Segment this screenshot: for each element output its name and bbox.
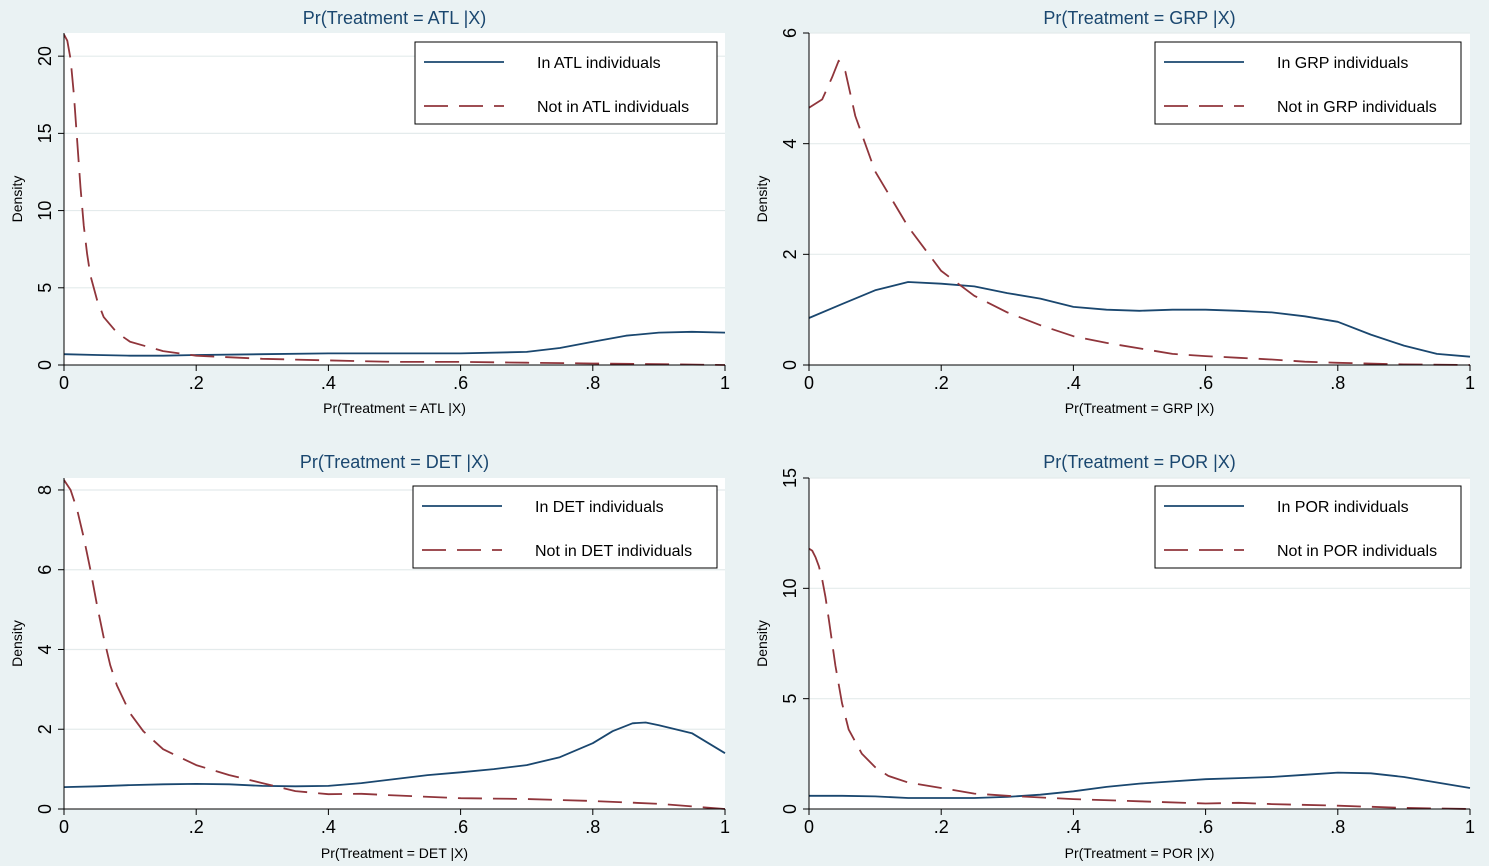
legend: In POR individuals Not in POR individuals [1154, 485, 1462, 569]
y-axis-title: Density [754, 620, 770, 667]
x-axis-title: Pr(Treatment = GRP |X) [1065, 400, 1215, 416]
series-line-untreated [808, 547, 1471, 810]
x-tick-label: .4 [1066, 373, 1081, 393]
y-tick-label: 8 [35, 485, 55, 495]
legend-box [1154, 41, 1462, 125]
x-tick-label: 1 [720, 817, 730, 837]
chart-title: Pr(Treatment = ATL |X) [303, 8, 487, 28]
y-axis-title: Density [9, 620, 25, 667]
x-tick-label: .2 [934, 817, 949, 837]
y-axis-title: Density [9, 176, 25, 223]
x-tick-label: .2 [189, 373, 204, 393]
legend-label: In DET individuals [535, 499, 664, 516]
legend-label: In POR individuals [1277, 499, 1409, 516]
x-axis-title: Pr(Treatment = POR |X) [1065, 845, 1215, 861]
x-tick-label: .2 [189, 817, 204, 837]
x-tick-label: .4 [321, 373, 336, 393]
series-line-treated [808, 281, 1471, 358]
series-line-treated [63, 721, 726, 788]
x-tick-label: .8 [1330, 817, 1345, 837]
legend-label: Not in ATL individuals [537, 99, 689, 116]
legend: In GRP individuals Not in GRP individuals [1154, 41, 1462, 125]
x-tick-label: 0 [59, 817, 69, 837]
legend: In DET individuals Not in DET individuals [412, 485, 718, 569]
y-tick-label: 0 [780, 804, 800, 814]
series-line-untreated [63, 479, 726, 810]
y-tick-label: 2 [35, 724, 55, 734]
y-tick-label: 15 [780, 468, 800, 488]
legend-box [414, 41, 718, 125]
x-tick-label: .6 [453, 817, 468, 837]
legend-label: Not in DET individuals [535, 543, 692, 560]
x-axis-title: Pr(Treatment = ATL |X) [323, 400, 466, 416]
x-tick-label: .8 [585, 817, 600, 837]
legend-box [412, 485, 718, 569]
x-tick-label: .6 [1198, 373, 1213, 393]
panel-det: 0 .2 .4 .6 .8 1 0 2 4 6 8 Density Pr(Treatment = DET… [9, 452, 730, 861]
panel-grp: 0 .2 .4 .6 .8 1 0 2 4 6 Density Pr(Treatment = GRP … [754, 8, 1475, 416]
legend-box [1154, 485, 1462, 569]
y-axis-title: Density [754, 176, 770, 223]
series-line-untreated [808, 59, 1471, 366]
y-tick-label: 5 [780, 694, 800, 704]
chart-title: Pr(Treatment = POR |X) [1043, 452, 1236, 472]
x-tick-label: .4 [1066, 817, 1081, 837]
x-tick-label: 0 [804, 373, 814, 393]
series-line-treated [809, 771, 1471, 799]
y-tick-label: 2 [780, 249, 800, 259]
x-tick-label: 0 [59, 373, 69, 393]
legend-label: In ATL individuals [537, 55, 661, 72]
series-line-treated [63, 330, 726, 357]
y-tick-label: 10 [35, 201, 55, 221]
y-tick-label: 5 [35, 283, 55, 293]
x-axis-title: Pr(Treatment = DET |X) [321, 845, 468, 861]
x-tick-label: .2 [934, 373, 949, 393]
legend-label: Not in GRP individuals [1277, 99, 1437, 116]
y-tick-label: 0 [35, 804, 55, 814]
x-tick-label: .8 [1330, 373, 1345, 393]
y-tick-label: 10 [780, 578, 800, 598]
x-tick-label: 1 [1465, 817, 1475, 837]
x-tick-label: 0 [804, 817, 814, 837]
x-tick-label: .4 [321, 817, 336, 837]
x-tick-label: .8 [585, 373, 600, 393]
y-tick-label: 20 [35, 46, 55, 66]
chart-title: Pr(Treatment = DET |X) [300, 452, 489, 472]
x-tick-label: 1 [720, 373, 730, 393]
x-tick-label: 1 [1465, 373, 1475, 393]
x-tick-label: .6 [453, 373, 468, 393]
series-line-untreated [63, 34, 726, 366]
y-tick-label: 0 [35, 360, 55, 370]
y-tick-label: 4 [780, 139, 800, 149]
x-tick-label: .6 [1198, 817, 1213, 837]
y-tick-label: 0 [780, 360, 800, 370]
legend: In ATL individuals Not in ATL individuals [414, 41, 718, 125]
legend-label: Not in POR individuals [1277, 543, 1437, 560]
y-tick-label: 4 [35, 644, 55, 654]
chart-title: Pr(Treatment = GRP |X) [1043, 8, 1235, 28]
y-tick-label: 15 [35, 123, 55, 143]
legend-label: In GRP individuals [1277, 55, 1408, 72]
y-tick-label: 6 [780, 28, 800, 38]
y-tick-label: 6 [35, 565, 55, 575]
